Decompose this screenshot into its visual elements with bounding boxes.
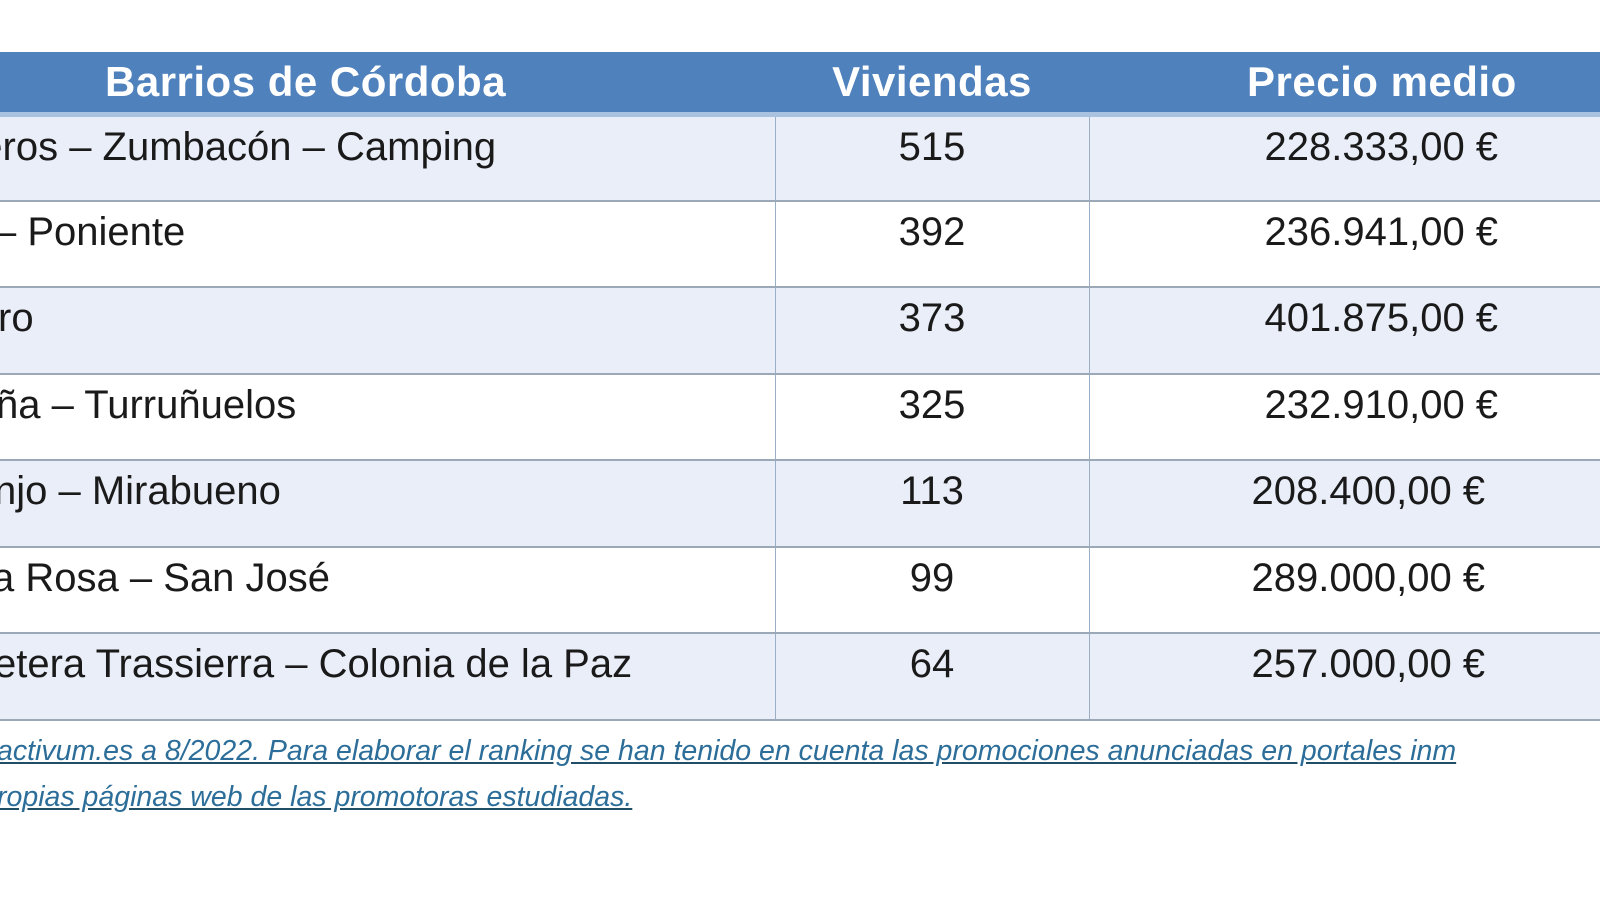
cell-viviendas: 373 — [775, 287, 1090, 375]
footnote-line-2[interactable]: ropias páginas web de las promotoras est… — [0, 774, 1600, 820]
barrio-text: ña – Turruñuelos — [0, 382, 297, 427]
header-viviendas: Viviendas — [775, 52, 1089, 117]
source-footnote[interactable]: activum.es a 8/2022. Para elaborar el ra… — [0, 728, 1600, 820]
cell-viviendas: 113 — [775, 460, 1090, 548]
table-row: njo – Mirabueno 113 208.400,00 € — [0, 460, 1600, 548]
cell-viviendas: 515 — [775, 114, 1090, 202]
cell-precio: 257.000,00 € — [1089, 633, 1600, 721]
housing-table-container: Barrios de Córdoba Viviendas Precio medi… — [0, 52, 1600, 721]
table-row: ro 373 401.875,00 € — [0, 287, 1600, 375]
table-row: etera Trassierra – Colonia de la Paz 64 … — [0, 633, 1600, 721]
cell-precio: 232.910,00 € — [1089, 373, 1600, 461]
cell-barrio: – Poniente — [0, 200, 776, 288]
cell-barrio: njo – Mirabueno — [0, 460, 776, 548]
cell-barrio: ro — [0, 287, 776, 375]
cell-viviendas: 325 — [775, 373, 1090, 461]
table-header-row: Barrios de Córdoba Viviendas Precio medi… — [0, 52, 1600, 117]
table-row: ña – Turruñuelos 325 232.910,00 € — [0, 373, 1600, 461]
barrio-text: etera Trassierra – Colonia de la Paz — [0, 642, 633, 686]
barrio-text: eolleros – Zumbacón – Camping — [0, 124, 497, 169]
cell-precio: 289.000,00 € — [1089, 546, 1600, 634]
cell-precio: 401.875,00 € — [1089, 287, 1600, 375]
table-row: – Poniente 392 236.941,00 € — [0, 200, 1600, 288]
cell-barrio: ña – Turruñuelos — [0, 373, 776, 461]
cell-barrio: a Rosa – San José — [0, 546, 776, 634]
barrio-text: ro — [0, 296, 34, 340]
barrio-text: – Poniente — [0, 209, 186, 254]
header-precio-medio: Precio medio — [1089, 52, 1600, 117]
cell-viviendas: 392 — [775, 200, 1090, 288]
cell-barrio: eolleros – Zumbacón – Camping — [0, 114, 776, 202]
cell-precio: 208.400,00 € — [1089, 460, 1600, 548]
housing-table: Barrios de Córdoba Viviendas Precio medi… — [0, 52, 1600, 721]
table-row: eolleros – Zumbacón – Camping 515 228.33… — [0, 114, 1600, 202]
footnote-link-2[interactable]: ropias páginas web de las promotoras est… — [0, 781, 633, 813]
cell-viviendas: 99 — [775, 546, 1090, 634]
cell-precio: 228.333,00 € — [1089, 114, 1600, 202]
cell-viviendas: 64 — [775, 633, 1090, 721]
header-barrios: Barrios de Córdoba — [0, 52, 775, 117]
barrio-text: njo – Mirabueno — [0, 469, 281, 513]
barrio-text: a Rosa – San José — [0, 555, 330, 600]
footnote-line-1[interactable]: activum.es a 8/2022. Para elaborar el ra… — [0, 728, 1600, 774]
cell-barrio: etera Trassierra – Colonia de la Paz — [0, 633, 776, 721]
footnote-link-1[interactable]: activum.es a 8/2022. Para elaborar el ra… — [0, 735, 1457, 767]
table-row: a Rosa – San José 99 289.000,00 € — [0, 546, 1600, 634]
cell-precio: 236.941,00 € — [1089, 200, 1600, 288]
